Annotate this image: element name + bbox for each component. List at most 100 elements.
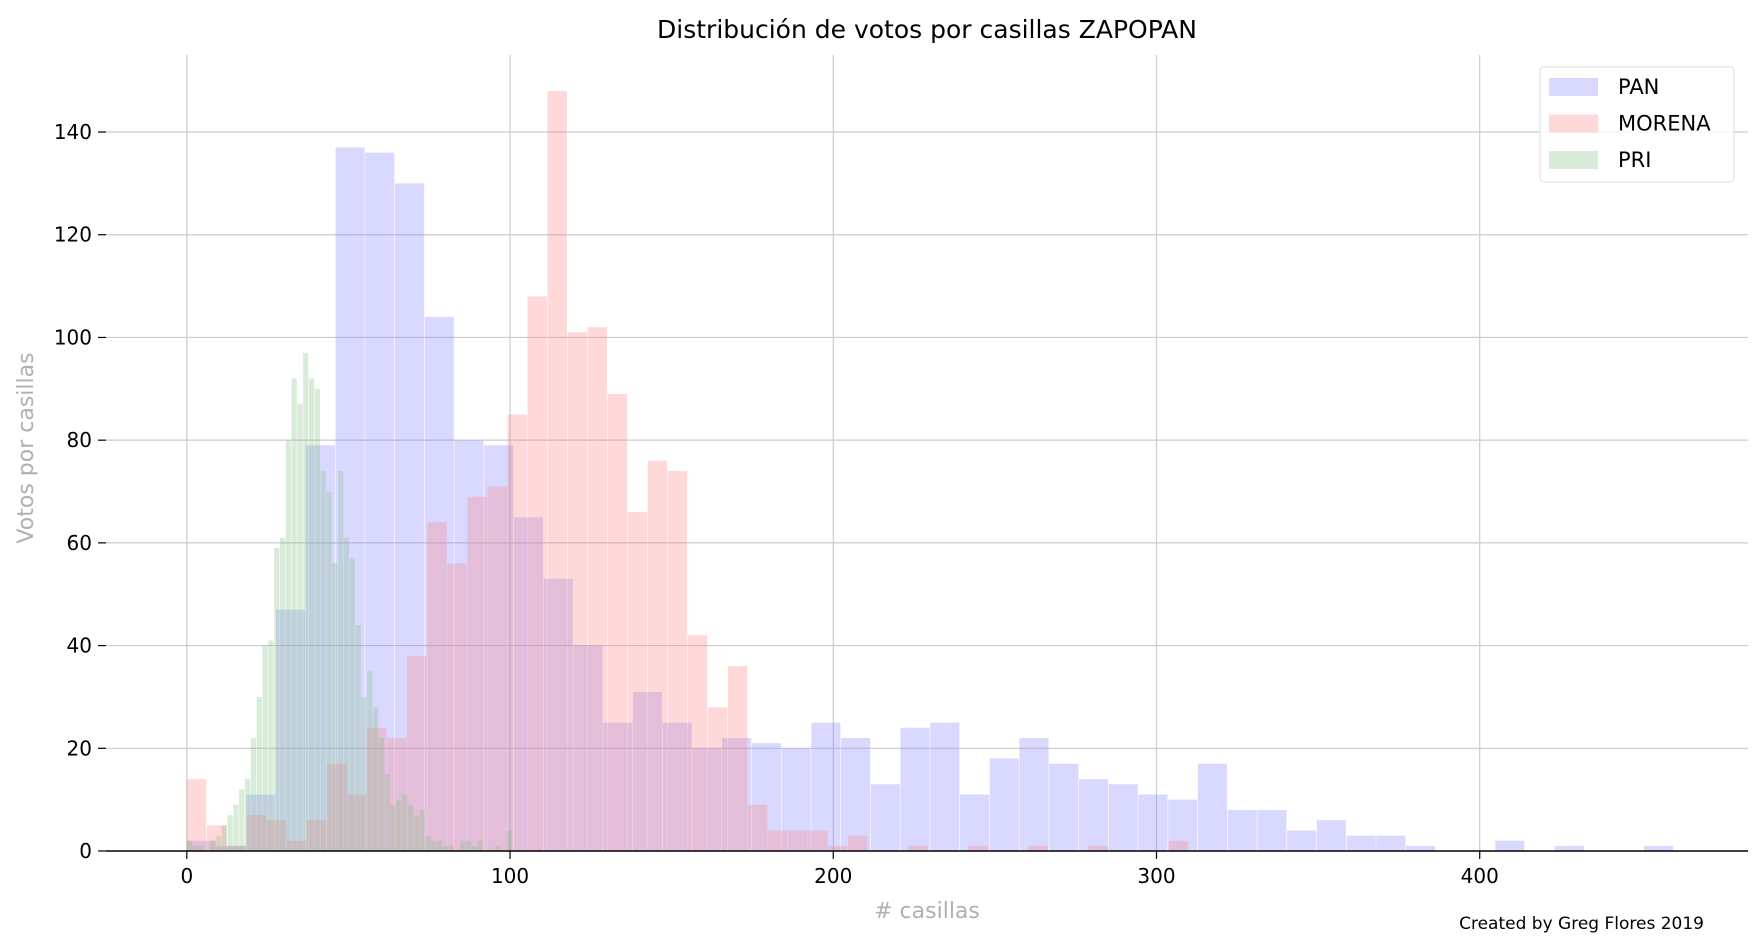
bar-pan [662, 722, 692, 851]
bar-pri [320, 470, 326, 851]
bar-morena [1028, 845, 1048, 851]
y-tick-label: 20 [67, 736, 92, 760]
bar-pri [198, 845, 204, 851]
bar-morena [567, 332, 588, 851]
bar-pan [930, 722, 960, 851]
bar-pri [192, 845, 198, 851]
bar-morena [447, 563, 467, 851]
bar-morena [607, 393, 628, 851]
bar-pan [722, 738, 752, 851]
bar-pan [305, 445, 335, 851]
bar-pan [1643, 845, 1674, 851]
bar-morena [407, 655, 427, 851]
bar-morena [908, 845, 928, 851]
bar-morena [287, 840, 307, 851]
bar-pri [378, 738, 385, 851]
legend-label-pan: PAN [1618, 75, 1659, 99]
x-ticks: 0 100 200 300 400 [180, 851, 1499, 888]
y-tick-label: 140 [54, 120, 92, 144]
bar-pri [495, 845, 501, 851]
bar-pan [1257, 809, 1287, 851]
x-tick-label: 200 [814, 864, 852, 888]
bar-pri [186, 840, 193, 851]
bar-pri [332, 563, 338, 851]
bar-pan [573, 645, 603, 851]
bar-pri [256, 696, 262, 851]
bar-morena [367, 727, 387, 851]
bar-morena [848, 835, 868, 851]
bar-pan [1168, 799, 1198, 851]
bar-morena [327, 763, 347, 851]
bar-morena [347, 794, 367, 851]
chart-title: Distribución de votos por casillas ZAPOP… [657, 15, 1197, 44]
y-tick-label: 80 [67, 428, 92, 452]
bar-pan [1078, 779, 1109, 851]
bar-pri [210, 840, 216, 851]
bar-pri [436, 840, 443, 851]
bar-pri [274, 548, 280, 851]
bar-pan [246, 794, 276, 851]
bar-morena [667, 470, 688, 851]
bar-pan [841, 738, 871, 851]
bar-morena [647, 460, 668, 851]
bar-morena [788, 830, 808, 851]
bar-pri [233, 804, 239, 851]
legend-label-morena: MORENA [1618, 112, 1711, 136]
bar-morena [808, 830, 828, 851]
bar-pri [460, 840, 466, 851]
bar-pri [506, 830, 513, 851]
bar-morena [587, 327, 608, 851]
bar-pan [751, 743, 781, 851]
bar-pan [870, 784, 900, 851]
bar-pri [355, 625, 361, 851]
bar-pan [454, 440, 484, 851]
bar-pan [424, 316, 454, 851]
bar-morena [687, 635, 708, 851]
bar-morena [226, 845, 247, 851]
bar-morena [527, 296, 547, 851]
bar-pri [448, 845, 454, 851]
bar-pan [1108, 784, 1138, 851]
bar-pri [431, 840, 437, 851]
x-tick-label: 400 [1461, 864, 1499, 888]
bar-pri [262, 645, 268, 851]
bar-pan [1316, 820, 1346, 851]
bar-pri [477, 840, 483, 851]
bar-pan [335, 147, 365, 851]
x-axis-label: # casillas [874, 899, 980, 924]
bar-pan [692, 748, 722, 851]
y-tick-label: 100 [54, 325, 92, 349]
bar-pri [442, 845, 449, 851]
y-tick-label: 40 [67, 634, 92, 658]
y-tick-label: 60 [67, 531, 92, 555]
bar-pan [1554, 845, 1584, 851]
bar-morena [727, 666, 748, 851]
bar-pri [384, 773, 390, 851]
bar-morena [467, 496, 487, 851]
bar-pri [314, 388, 321, 851]
series-pan [186, 147, 1674, 852]
bar-pri [239, 789, 245, 851]
bar-pan [365, 152, 395, 851]
bar-morena [387, 738, 407, 851]
bar-pan [1287, 830, 1317, 851]
bar-pri [471, 845, 478, 851]
bar-morena [968, 845, 988, 851]
y-tick-label: 120 [54, 223, 92, 247]
bar-pri [308, 378, 315, 851]
legend-box [1539, 66, 1735, 183]
bar-pan [484, 445, 514, 851]
bar-pri [413, 815, 419, 851]
bar-pri [390, 804, 396, 851]
bar-pri [425, 835, 431, 851]
y-ticks: 0 20 40 60 80 100 120 140 [54, 120, 106, 863]
x-tick-label: 100 [491, 864, 529, 888]
bar-pan [959, 794, 990, 851]
bar-pri [361, 696, 367, 851]
bar-pan [989, 758, 1019, 851]
bar-pan [394, 183, 425, 852]
bar-pri [402, 794, 408, 851]
bar-pri [396, 799, 402, 851]
